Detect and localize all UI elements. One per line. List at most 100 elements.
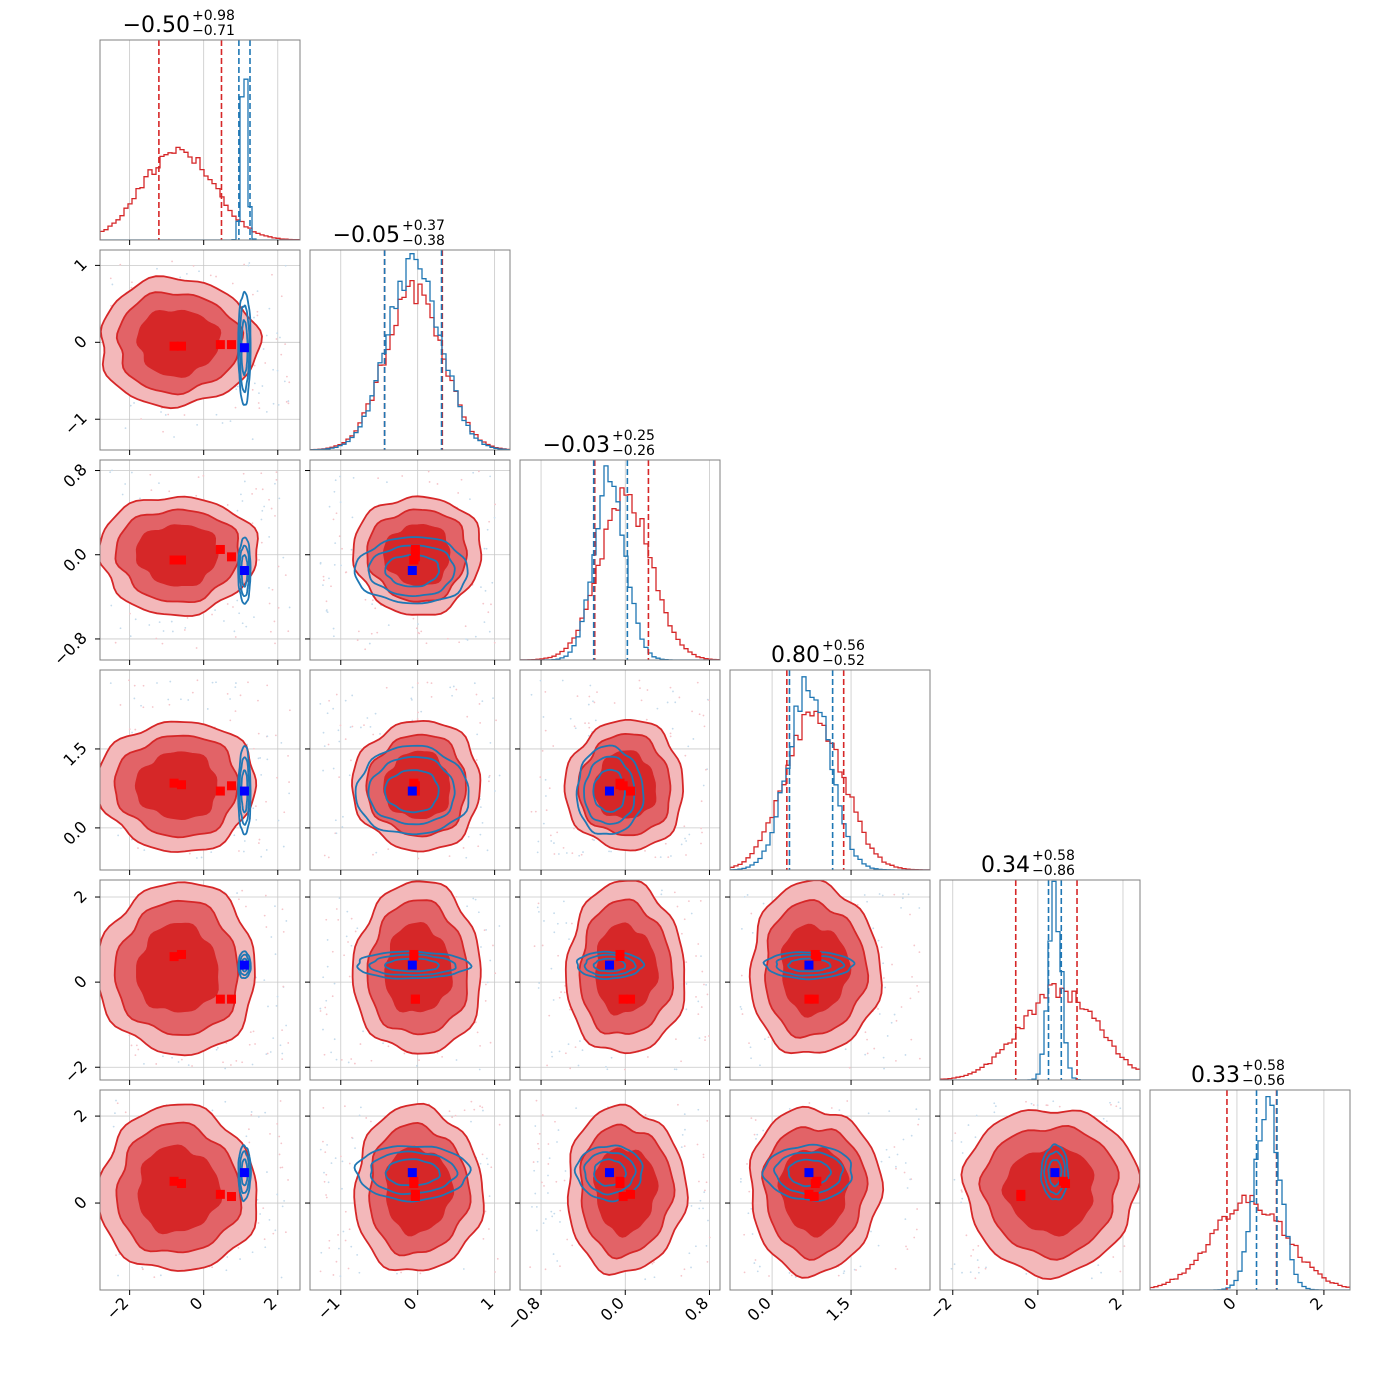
scatter-point — [279, 1100, 282, 1102]
scatter-point — [977, 1266, 980, 1269]
scatter-point — [323, 1180, 326, 1183]
scatter-point — [969, 1271, 972, 1274]
scatter-point — [546, 1064, 548, 1067]
scatter-point — [967, 1124, 970, 1126]
scatter-point — [457, 492, 460, 494]
scatter-point — [169, 680, 172, 683]
scatter-point — [131, 281, 133, 284]
scatter-point — [129, 635, 132, 638]
x-tick-label: −0.8 — [503, 1293, 544, 1334]
panel-5-2: −0.8 0.0 0.8 — [503, 1089, 721, 1334]
scatter-point — [274, 482, 276, 485]
scatter-point — [486, 1163, 489, 1166]
scatter-point — [353, 1062, 356, 1065]
scatter-point — [842, 1272, 845, 1275]
scatter-point — [880, 1160, 883, 1163]
scatter-point — [347, 1267, 350, 1270]
scatter-point — [281, 1058, 284, 1061]
scatter-point — [575, 1107, 578, 1109]
scatter-point — [242, 472, 245, 475]
scatter-point — [754, 1259, 757, 1261]
scatter-point — [1090, 1277, 1093, 1280]
scatter-point — [257, 757, 260, 760]
scatter-point — [344, 1210, 347, 1213]
scatter-point — [753, 1133, 756, 1136]
scatter-point — [890, 1021, 893, 1024]
scatter-point — [248, 1128, 250, 1131]
scatter-point — [420, 710, 423, 713]
blue-contour — [367, 755, 456, 826]
scatter-point — [335, 1058, 338, 1061]
scatter-point — [544, 729, 547, 732]
scatter-point — [481, 821, 484, 824]
scatter-point — [685, 983, 688, 985]
scatter-point — [462, 1268, 465, 1270]
scatter-point — [286, 375, 288, 378]
scatter-point — [788, 1272, 791, 1274]
scatter-point — [894, 1267, 897, 1270]
scatter-point — [466, 639, 469, 641]
scatter-point — [264, 362, 267, 364]
scatter-point — [277, 403, 280, 406]
scatter-point — [556, 1141, 558, 1143]
scatter-point — [740, 1177, 742, 1180]
blue-marker — [407, 1168, 417, 1178]
y-tick-label: −2 — [61, 1057, 91, 1087]
scatter-point — [324, 1151, 327, 1154]
scatter-point — [580, 853, 583, 856]
scatter-point — [251, 1251, 254, 1254]
scatter-point — [346, 910, 349, 913]
scatter-point — [573, 725, 576, 728]
scatter-point — [866, 1052, 869, 1055]
scatter-point — [965, 1234, 968, 1237]
scatter-point — [667, 856, 670, 859]
scatter-point — [158, 482, 160, 485]
scatter-point — [492, 944, 494, 947]
red-marker — [1016, 1192, 1026, 1202]
red-contour-inner — [136, 922, 219, 1013]
hist-title-median: −0.05 — [333, 223, 400, 248]
scatter-point — [261, 488, 264, 491]
red-marker — [215, 544, 225, 554]
scatter-point — [707, 1219, 709, 1222]
scatter-point — [605, 1065, 607, 1068]
scatter-point — [417, 857, 420, 860]
scatter-point — [544, 1268, 547, 1271]
red-marker — [615, 1178, 625, 1188]
scatter-point — [411, 686, 414, 689]
scatter-point — [338, 776, 341, 779]
scatter-point — [143, 849, 146, 852]
scatter-point — [539, 679, 542, 682]
y-tick-label: 1 — [70, 255, 91, 276]
scatter-point — [567, 1043, 570, 1046]
scatter-point — [873, 1047, 876, 1050]
scatter-point — [883, 1067, 885, 1070]
scatter-point — [256, 314, 259, 317]
scatter-point — [338, 1247, 340, 1250]
scatter-point — [356, 927, 359, 930]
scatter-point — [284, 343, 287, 346]
x-tick-label: 0.0 — [744, 1293, 775, 1324]
hist-title-minus: −0.71 — [192, 23, 235, 39]
scatter-point — [571, 922, 573, 925]
scatter-point — [265, 800, 267, 803]
scatter-point — [121, 493, 124, 496]
scatter-point — [452, 685, 455, 688]
blue-marker — [407, 786, 417, 796]
scatter-point — [350, 759, 352, 762]
scatter-point — [446, 637, 449, 640]
scatter-point — [674, 701, 677, 704]
scatter-point — [282, 556, 285, 559]
scatter-point — [704, 1189, 706, 1192]
scatter-point — [161, 642, 164, 645]
scatter-point — [489, 475, 492, 478]
scatter-point — [269, 1051, 272, 1053]
scatter-point — [706, 1260, 709, 1263]
scatter-point — [257, 699, 259, 702]
scatter-point — [455, 688, 458, 691]
blue-marker — [804, 1168, 814, 1178]
scatter-point — [267, 1005, 269, 1008]
scatter-point — [224, 1100, 227, 1103]
scatter-point — [550, 967, 553, 970]
scatter-point — [554, 1120, 556, 1123]
